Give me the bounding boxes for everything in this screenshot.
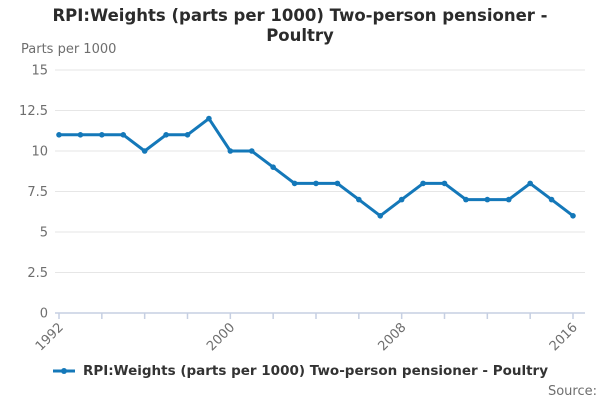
- series-line: [57, 117, 575, 218]
- legend-series-label: RPI:Weights (parts per 1000) Two-person …: [82, 363, 549, 379]
- legend: RPI:Weights (parts per 1000) Two-person …: [0, 363, 600, 379]
- data-point-marker: [248, 148, 255, 154]
- data-point-marker: [334, 180, 341, 187]
- x-tick-label: 2000: [204, 320, 238, 354]
- data-point-marker: [527, 180, 533, 187]
- data-point-marker: [398, 196, 405, 203]
- data-point-marker: [184, 132, 191, 138]
- data-point-marker: [227, 148, 234, 154]
- data-point-marker: [377, 213, 384, 219]
- y-tick-label: 12.5: [19, 104, 48, 119]
- y-tick-label: 10: [31, 145, 48, 160]
- data-point-marker: [505, 196, 512, 203]
- data-point-marker: [99, 132, 105, 138]
- data-point-marker: [441, 180, 448, 187]
- x-tick-label: 2016: [547, 320, 581, 354]
- data-point-marker: [356, 196, 362, 203]
- data-point-marker: [420, 180, 426, 187]
- x-tick-label: 2008: [375, 320, 409, 354]
- source-label: Source:: [547, 384, 597, 399]
- y-tick-label: 2.5: [27, 266, 48, 281]
- y-tick-label: 15: [31, 64, 48, 79]
- legend-line-marker-icon: [52, 368, 75, 374]
- y-tick-label: 7.5: [27, 185, 48, 200]
- y-axis-title: Parts per 1000: [21, 42, 117, 57]
- data-point-marker: [77, 132, 84, 138]
- data-point-marker: [163, 132, 169, 138]
- chart-title: RPI:Weights (parts per 1000) Two-person …: [52, 6, 548, 45]
- y-tick-label: 0: [40, 307, 48, 322]
- data-point-marker: [570, 213, 576, 219]
- data-point-marker: [141, 148, 148, 154]
- x-tick-label: 1992: [33, 320, 67, 354]
- data-point-marker: [206, 115, 212, 122]
- data-point-marker: [484, 196, 491, 203]
- data-point-marker: [270, 164, 276, 170]
- data-point-marker: [56, 132, 62, 138]
- y-tick-label: 5: [40, 226, 48, 241]
- data-point-marker: [548, 196, 555, 203]
- data-point-marker: [120, 132, 127, 138]
- data-point-marker: [313, 180, 319, 187]
- data-point-marker: [463, 196, 469, 203]
- data-point-marker: [291, 180, 298, 187]
